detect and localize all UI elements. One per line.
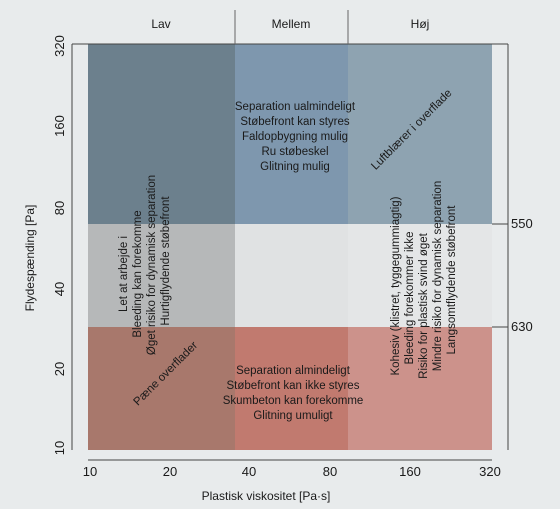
left-mid-line-2: Bleeding kan forekomme — [132, 210, 144, 337]
top-center-line-4: Ru støbeskel — [261, 146, 328, 158]
x-tick-40: 40 — [242, 464, 256, 479]
region-bot-left — [88, 327, 235, 450]
top-center-line-1: Separation ualmindeligt — [235, 101, 356, 113]
y-tick-10: 10 — [52, 441, 67, 455]
region-bot-mid — [235, 327, 348, 450]
top-center-line-3: Faldopbygning mulig — [242, 131, 348, 143]
y-tick-20: 20 — [52, 362, 67, 376]
region-mid-left — [88, 224, 235, 327]
right-mid-line-5: Langsomtflydende støbefront — [446, 205, 458, 355]
top-center-line-2: Støbefront kan styres — [240, 116, 350, 128]
right-mid-line-3: Risiko for plastisk svind øget — [418, 232, 430, 379]
header-lav: Lav — [151, 17, 170, 31]
x-tick-320: 320 — [479, 464, 501, 479]
x-tick-160: 160 — [399, 464, 421, 479]
region-top-mid — [235, 44, 348, 224]
region-top-left — [88, 44, 235, 224]
y-tick-160: 160 — [52, 115, 67, 137]
y-tick-80: 80 — [52, 201, 67, 215]
header-hoj: Høj — [411, 17, 430, 31]
bottom-center-line-2: Støbefront kan ikke styres — [227, 380, 360, 392]
bottom-center-line-4: Glitning umuligt — [253, 410, 333, 422]
region-mid-mid — [235, 224, 348, 327]
x-tick-80: 80 — [323, 464, 337, 479]
left-mid-line-1: Let at arbejde i — [118, 236, 130, 312]
header-mellem: Mellem — [272, 17, 311, 31]
region-mid-right — [348, 224, 492, 327]
right-mid-line-1: Kohesiv (klistret, tyggegummiagtig) — [390, 196, 402, 375]
bottom-center-line-3: Skumbeton kan forekomme — [223, 395, 364, 407]
left-mid-line-3: Øget risiko for dynamisk separation — [146, 175, 158, 355]
y-axis-title: Flydespænding [Pa] — [23, 205, 37, 312]
right-tick-550: 550 — [511, 216, 533, 231]
region-top-right — [348, 44, 492, 224]
left-mid-line-4: Hurtigflydende støbefront — [160, 196, 172, 326]
bottom-center-line-1: Separation almindeligt — [236, 365, 351, 377]
y-tick-40: 40 — [52, 282, 67, 296]
x-axis-title: Plastisk viskositet [Pa·s] — [202, 489, 331, 503]
y-tick-320: 320 — [52, 35, 67, 57]
x-tick-10: 10 — [83, 464, 97, 479]
x-tick-20: 20 — [163, 464, 177, 479]
right-mid-line-2: Bleeding forekommer ikke — [404, 232, 416, 365]
right-mid-line-4: Mindre risiko for dynamisk separation — [432, 181, 444, 371]
region-bot-right — [348, 327, 492, 450]
right-tick-630: 630 — [511, 319, 533, 334]
top-center-line-5: Glitning mulig — [260, 161, 330, 173]
